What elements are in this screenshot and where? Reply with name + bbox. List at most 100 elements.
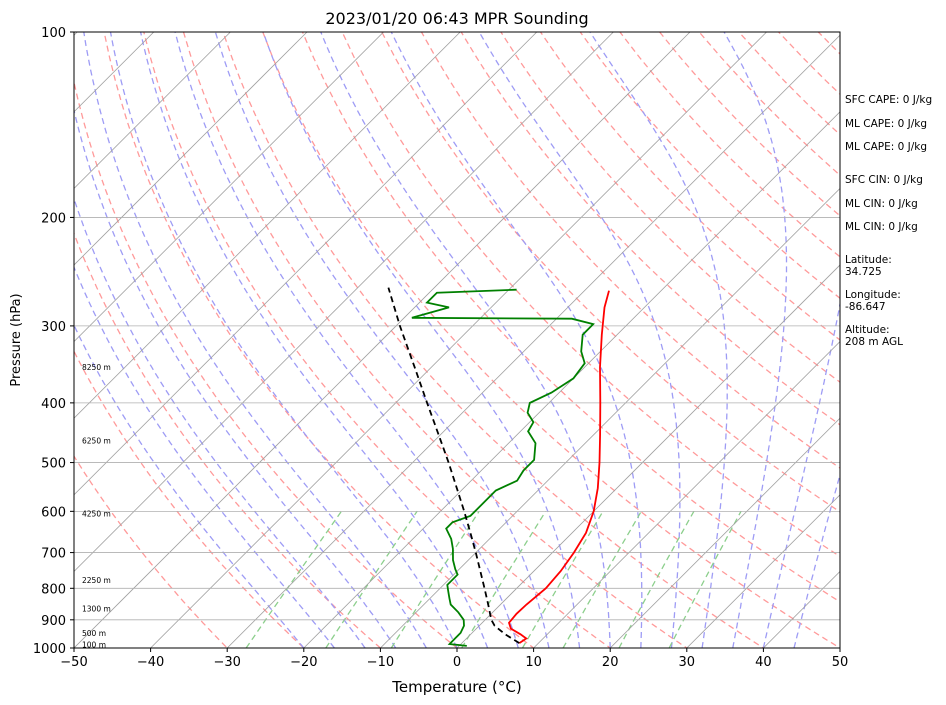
isotherm	[74, 32, 308, 266]
moist-adiabat	[723, 32, 788, 648]
x-tick-label: 0	[453, 655, 461, 670]
dry-adiabat	[301, 32, 840, 603]
moist-adiabat	[320, 32, 611, 648]
isotherm	[226, 34, 840, 648]
dry-adiabat	[74, 349, 305, 648]
isotherm	[150, 32, 767, 648]
y-tick-label: 100	[41, 26, 66, 41]
y-tick-label: 500	[41, 457, 66, 472]
latitude-value: 34.725	[845, 266, 882, 278]
x-tick-label: −50	[60, 655, 87, 670]
height-label: 500 m	[82, 629, 106, 638]
moist-adiabat	[74, 107, 397, 648]
y-tick-label: 900	[41, 614, 66, 629]
isotherm	[380, 187, 840, 648]
y-tick-label: 1000	[33, 642, 66, 657]
dry-adiabat	[74, 79, 459, 648]
dry-adiabat	[579, 32, 840, 300]
moist-adiabat	[139, 32, 489, 648]
x-ticks: −50 −40 −30 −20 −10 0 10 20 30 40 50	[60, 648, 848, 670]
height-label: 100 m	[82, 640, 106, 649]
height-label: 1300 m	[82, 605, 111, 614]
dry-adiabat	[74, 231, 382, 648]
x-tick-label: 40	[755, 655, 772, 670]
y-axis-label: Pressure (hPa)	[9, 293, 24, 386]
x-axis-label: Temperature (°C)	[391, 678, 521, 696]
isotherm	[74, 32, 691, 648]
mixing-ratio-line	[390, 510, 480, 648]
x-tick-label: 10	[525, 655, 542, 670]
longitude-value: -86.647	[845, 301, 886, 313]
plot-frame	[73, 31, 841, 649]
sfc-cin-label: SFC CIN: 0 J/kg	[845, 174, 923, 186]
background-lines	[74, 32, 840, 648]
gridlines	[0, 32, 840, 648]
x-tick-label: −20	[290, 655, 317, 670]
x-tick-label: −40	[137, 655, 164, 670]
latitude-label: Latitude:	[845, 254, 892, 266]
moist-adiabat	[478, 32, 681, 648]
height-label: 6250 m	[82, 436, 111, 445]
isotherm	[686, 494, 840, 648]
isotherm	[74, 32, 614, 572]
y-tick-label: 600	[41, 505, 66, 520]
sfc-cape-label: SFC CAPE: 0 J/kg	[845, 94, 933, 106]
longitude-label: Longitude:	[845, 289, 901, 301]
moist-adiabat	[390, 32, 643, 648]
ml-cape-label-2: ML CAPE: 0 J/kg	[845, 141, 928, 153]
moist-adiabat	[762, 300, 840, 648]
height-label: 2250 m	[82, 576, 111, 585]
moist-adiabat	[174, 32, 519, 648]
y-tick-label: 300	[41, 320, 66, 335]
temperature-line	[507, 290, 610, 644]
isotherm	[533, 341, 840, 648]
parcel-line	[387, 287, 520, 644]
x-tick-label: −30	[213, 655, 240, 670]
mixing-ratio-line	[245, 510, 342, 648]
height-label: 8250 m	[82, 363, 111, 372]
isotherm	[0, 32, 1, 648]
dry-adiabat	[222, 32, 765, 648]
dry-adiabat	[103, 32, 535, 648]
ml-cin-label-2: ML CIN: 0 J/kg	[845, 221, 918, 233]
dewpoint-line	[411, 288, 595, 647]
isotherm	[74, 32, 538, 496]
dry-adiabat	[381, 32, 840, 513]
chart-title: 2023/01/20 06:43 MPR Sounding	[325, 9, 588, 28]
series-lines	[387, 287, 610, 647]
ml-cin-label: ML CIN: 0 J/kg	[845, 198, 918, 210]
x-tick-label: 30	[679, 655, 696, 670]
isotherm	[609, 417, 840, 648]
dry-adiabat	[74, 454, 229, 648]
y-ticks: 1000 900 800 700 600 500 400 300 200 100	[33, 26, 74, 657]
y-tick-label: 400	[41, 397, 66, 412]
dry-adiabat	[460, 32, 840, 426]
moist-adiabat	[793, 472, 840, 648]
dry-adiabat	[420, 32, 840, 469]
moist-adiabat	[109, 32, 458, 648]
isotherm	[74, 32, 461, 419]
moist-adiabat	[214, 32, 550, 648]
isotherm	[74, 32, 231, 189]
altitude-value: 208 m AGL	[845, 336, 903, 348]
mixing-ratio-line	[562, 510, 642, 648]
x-tick-label: −10	[367, 655, 394, 670]
dry-adiabat	[262, 32, 840, 648]
isotherm	[456, 264, 840, 648]
x-tick-label: 20	[602, 655, 619, 670]
height-labels: 100 m 500 m 1300 m 2250 m 4250 m 6250 m 8250 m	[82, 363, 111, 649]
y-tick-label: 700	[41, 547, 66, 562]
isotherm	[74, 32, 384, 343]
moist-adiabat	[74, 265, 335, 648]
y-tick-label: 200	[41, 211, 66, 226]
isotherm	[303, 111, 840, 648]
moist-adiabat	[74, 196, 366, 648]
ml-cape-label: ML CAPE: 0 J/kg	[845, 118, 928, 130]
y-tick-label: 800	[41, 582, 66, 597]
mixing-ratio-line	[668, 510, 742, 648]
mixing-ratio-line	[521, 510, 604, 648]
altitude-label: Altitude:	[845, 324, 890, 336]
height-label: 4250 m	[82, 510, 111, 519]
moist-adiabat	[589, 32, 728, 648]
